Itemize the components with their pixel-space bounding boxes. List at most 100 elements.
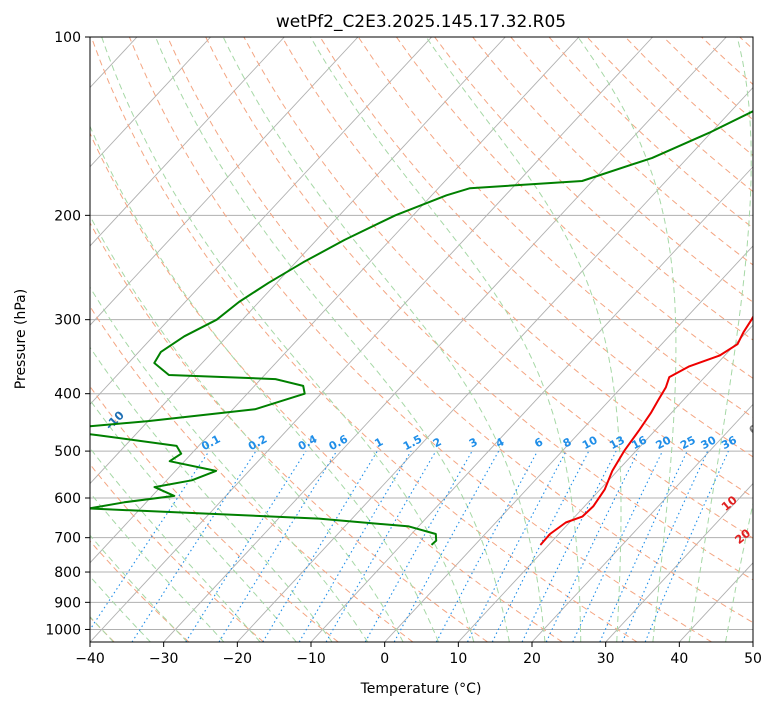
mixing-ratio-line — [644, 450, 729, 642]
dry-adiabat-line — [281, 37, 753, 498]
dry-adiabat-line — [90, 37, 638, 642]
mixing-ratio-label: 3 — [467, 435, 480, 450]
y-tick-label: 100 — [54, 30, 81, 46]
moist-adiabat-line — [90, 346, 333, 642]
x-tick-label: 0 — [380, 651, 389, 667]
isotherm-line — [90, 37, 285, 247]
y-tick-label: 200 — [54, 208, 81, 224]
dry-adiabat-line — [243, 37, 753, 539]
dry-adiabat-line — [434, 37, 753, 341]
moist-adiabat-line — [762, 37, 775, 642]
mixing-ratio-line — [364, 450, 473, 642]
dry-adiabat-label: -10 — [102, 408, 127, 433]
mixing-ratio-line — [393, 450, 500, 642]
isotherm-line — [90, 37, 653, 642]
moist-adiabats — [90, 37, 775, 642]
pressure-gridlines — [90, 37, 753, 630]
x-tick-label: 30 — [597, 651, 615, 667]
mixing-ratio-label: 16 — [629, 433, 649, 452]
moist-adiabat-label: 30 — [758, 554, 775, 575]
moist-adiabat-line — [90, 399, 297, 642]
mixing-ratio-line — [435, 450, 538, 642]
dry-adiabats — [90, 37, 753, 642]
mixing-ratio-label: 0.6 — [327, 432, 351, 453]
moist-adiabat-line — [90, 125, 439, 642]
mixing-ratio-line — [90, 450, 210, 631]
y-tick-label: 500 — [54, 444, 81, 460]
dry-adiabat-line — [739, 37, 753, 50]
isotherm-line — [90, 37, 506, 485]
moist-adiabat-label: 20 — [732, 526, 753, 547]
mixing-ratio-label: 0.2 — [246, 432, 269, 453]
moist-adiabat-line — [155, 37, 510, 642]
moist-adiabat-label: 10 — [719, 493, 740, 514]
dry-adiabat-line — [90, 132, 563, 642]
y-tick-label: 1000 — [45, 622, 81, 638]
mixing-ratio-label: 4 — [494, 435, 507, 450]
x-tick-label: 40 — [670, 651, 688, 667]
isotherm-line — [90, 37, 359, 326]
dry-adiabat-line — [701, 37, 753, 86]
mixing-ratio-line — [131, 450, 257, 642]
isotherm-line — [90, 37, 211, 168]
y-tick-label: 600 — [54, 491, 81, 507]
isotherm-line — [384, 245, 753, 642]
mixing-ratio-label: 2 — [431, 435, 444, 450]
mixing-ratio-line — [572, 450, 663, 642]
dry-adiabat-line — [167, 37, 753, 624]
dry-adiabat-line — [510, 37, 753, 266]
mixing-ratio-label: 8 — [561, 435, 574, 450]
dry-adiabat-line — [205, 37, 753, 581]
dry-adiabat-line — [586, 37, 753, 193]
mixing-ratio-line — [185, 450, 307, 642]
mixing-ratio-label: 1 — [372, 435, 385, 450]
y-tick-label: 800 — [54, 565, 81, 581]
adiabat-labels: 0.10.20.40.611.52346810131620253036-100-… — [102, 408, 775, 604]
x-tick-label: −20 — [223, 651, 253, 667]
moist-adiabat-line — [222, 37, 546, 642]
x-axis-ticks: −40 −30 −20 −10 0 10 20 30 40 50 — [75, 642, 762, 667]
dry-adiabat-line — [90, 221, 488, 642]
mixing-ratio-label: 13 — [607, 433, 627, 452]
moist-adiabat-line — [725, 501, 753, 642]
y-tick-label: 400 — [54, 387, 81, 403]
dewpoint-profile-line — [90, 110, 753, 546]
x-tick-label: −40 — [75, 651, 105, 667]
plot-area: 0.10.20.40.611.52346810131620253036-100-… — [0, 37, 775, 642]
dry-adiabat-line — [128, 37, 712, 642]
x-axis-label: Temperature (°C) — [360, 681, 482, 697]
dry-adiabat-line — [90, 305, 414, 642]
x-tick-label: −30 — [149, 651, 179, 667]
isotherm-line — [605, 482, 753, 642]
isotherm-line — [310, 166, 753, 642]
chart-title: wetPf2_C2E3.2025.145.17.32.R05 — [276, 12, 566, 32]
mixing-ratio-line — [545, 450, 639, 642]
mixing-ratio-label: 20 — [654, 433, 674, 452]
isotherm-line — [90, 37, 580, 564]
dry-adiabat-line — [472, 37, 753, 303]
mixing-ratio-label: 30 — [699, 433, 719, 452]
moist-adiabat-line — [688, 37, 752, 642]
moist-adiabat-line — [90, 286, 369, 642]
mixing-ratio-lines — [90, 450, 729, 642]
isotherm-line — [531, 403, 753, 642]
temperature-profile-line — [539, 314, 753, 546]
dry-adiabat-line — [90, 385, 339, 642]
isotherm-line — [679, 562, 753, 642]
y-axis-label: Pressure (hPa) — [13, 289, 29, 389]
isotherm-line — [163, 37, 727, 642]
dry-adiabat-line — [90, 540, 190, 642]
mixing-ratio-label: 36 — [719, 433, 739, 452]
mixing-ratio-line — [218, 450, 338, 642]
y-tick-label: 900 — [54, 595, 81, 611]
isotherm-line — [752, 641, 753, 642]
moist-adiabat-line — [310, 37, 582, 642]
x-tick-label: −10 — [296, 651, 326, 667]
moist-adiabat-label: 40 — [767, 583, 775, 604]
dry-adiabat-line — [319, 37, 753, 458]
isotherm-lines — [0, 37, 753, 642]
moist-adiabat-line — [101, 37, 475, 642]
moist-adiabat-line — [577, 37, 677, 642]
isotherm-line — [0, 37, 63, 642]
